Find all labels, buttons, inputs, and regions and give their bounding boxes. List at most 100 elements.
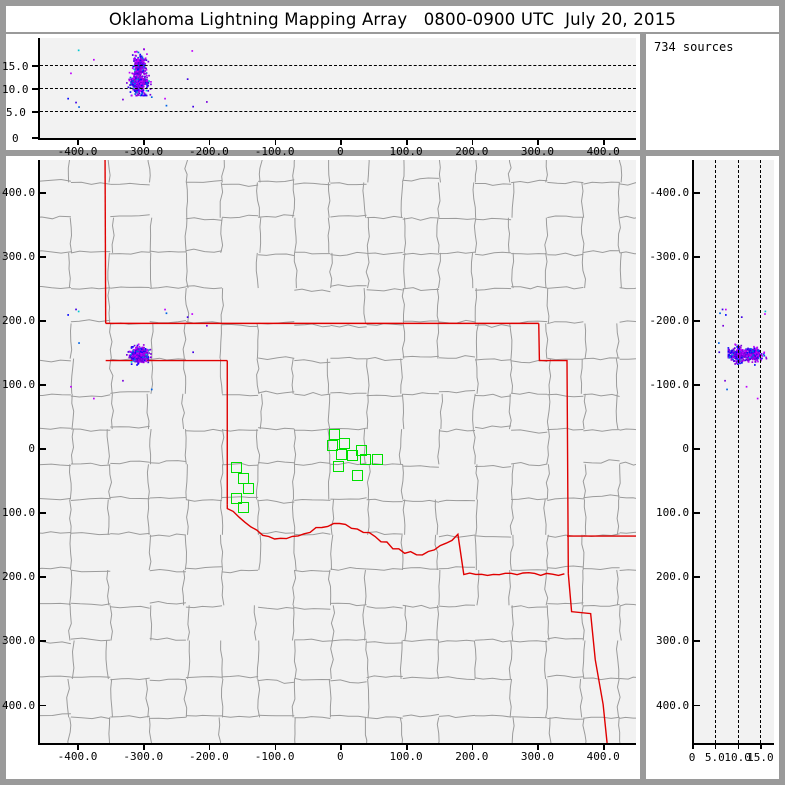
right-plot-area <box>692 160 774 743</box>
ticklabel--200.0: -200.0 <box>0 314 36 328</box>
ticklabel--100.0: -100.0 <box>649 378 690 392</box>
ticklabel--400.0: -400.0 <box>0 186 36 200</box>
lma-station-marker <box>336 449 348 461</box>
ytick-400.0 <box>693 704 700 707</box>
ticklabel--400.0: -400.0 <box>57 750 98 763</box>
right-ticklabel-5.0: 5.0 <box>704 751 725 764</box>
lma-station-marker <box>326 439 338 451</box>
ticklabel-300.0: 300.0 <box>520 750 555 763</box>
map-y-axis <box>38 160 40 743</box>
right-y-axis <box>692 160 694 743</box>
ticklabel-200.0: 200.0 <box>455 145 489 158</box>
xtick-300.0 <box>537 138 539 145</box>
right-ticklabel-15.0: 15.0 <box>747 751 774 764</box>
ticklabel-0: 0 <box>336 145 344 158</box>
ytick-200.0 <box>39 576 46 578</box>
lma-station-marker <box>230 462 242 474</box>
top-ytick-label-15: 15.0 <box>2 60 29 73</box>
lma-station-marker <box>230 492 242 504</box>
right-grid-5 <box>714 160 716 743</box>
right-xtick-10.0 <box>737 743 740 749</box>
ytick-400.0 <box>39 704 46 707</box>
ticklabel--400.0: -400.0 <box>649 186 690 200</box>
top-ytick-0 <box>32 137 39 139</box>
top-grid-5 <box>40 111 636 112</box>
top-x-axis <box>38 138 636 140</box>
right-ticklabel-10.0: 10.0 <box>724 751 751 764</box>
ticklabel-400.0: 400.0 <box>656 698 690 712</box>
right-grid-15 <box>760 160 762 743</box>
xtick--300.0 <box>143 138 145 145</box>
xtick-400.0 <box>603 138 605 145</box>
right-source-scatter <box>718 308 768 400</box>
source-count-label: 734 sources <box>654 40 734 54</box>
ticklabel--300.0: -300.0 <box>123 750 164 763</box>
xtick-200.0 <box>471 138 474 145</box>
xtick--400.0 <box>77 138 79 145</box>
xtick-200.0 <box>471 743 474 750</box>
xtick-0 <box>340 138 342 145</box>
xtick--100.0 <box>274 743 277 750</box>
top-ytick-label-0: 0 <box>12 132 19 145</box>
ytick-300.0 <box>39 640 46 642</box>
lma-station-marker <box>346 450 358 462</box>
ticklabel--300.0: -300.0 <box>649 250 690 264</box>
ytick--300.0 <box>39 256 46 258</box>
ytick--100.0 <box>39 384 46 386</box>
ticklabel-300.0: 300.0 <box>656 634 690 648</box>
ytick-0 <box>39 448 46 450</box>
altitude-vs-east-west-panel: 0 5.0 10.0 15.0 -400.0 -300.0 -200.0 -100.0… <box>2 34 640 158</box>
ticklabel-100.0: 100.0 <box>2 506 36 520</box>
ticklabel-200.0: 200.0 <box>2 570 36 584</box>
lma-station-marker <box>339 438 351 450</box>
source-count-panel: 734 sources <box>646 34 779 150</box>
xtick-300.0 <box>537 743 539 750</box>
xtick-100.0 <box>406 743 408 750</box>
xtick--400.0 <box>77 743 79 750</box>
ticklabel-400.0: 400.0 <box>2 698 36 712</box>
ytick-100.0 <box>693 512 700 514</box>
ytick-200.0 <box>693 576 700 578</box>
ticklabel-0: 0 <box>28 442 36 456</box>
ticklabel-300.0: 300.0 <box>520 145 555 158</box>
ticklabel--100.0: -100.0 <box>254 145 295 158</box>
top-grid-10 <box>40 88 636 89</box>
right-x-axis <box>692 743 774 745</box>
lma-station-marker <box>351 469 363 481</box>
ytick--300.0 <box>693 256 700 258</box>
ticklabel--200.0: -200.0 <box>189 750 229 763</box>
right-xtick-5.0 <box>714 743 717 749</box>
ytick--400.0 <box>693 192 700 194</box>
xtick-400.0 <box>603 743 605 750</box>
map-plot-area <box>38 160 636 743</box>
ticklabel-400.0: 400.0 <box>586 145 620 158</box>
top-ytick-label-10: 10.0 <box>2 83 29 96</box>
xtick--200.0 <box>208 743 211 750</box>
top-grid-15 <box>40 65 636 66</box>
top-ytick-label-5: 5.0 <box>6 106 26 119</box>
ticklabel-100.0: 100.0 <box>389 145 423 158</box>
ticklabel-0: 0 <box>682 442 690 456</box>
top-source-scatter <box>67 48 208 108</box>
lma-station-marker <box>359 454 371 466</box>
title-bar: Oklahoma Lightning Mapping Array 0800-09… <box>6 6 779 32</box>
ticklabel-400.0: 400.0 <box>586 750 620 763</box>
xtick--300.0 <box>143 743 145 750</box>
right-xtick-0 <box>692 743 694 749</box>
xtick--100.0 <box>274 138 277 145</box>
ticklabel--300.0: -300.0 <box>123 145 164 158</box>
ytick-300.0 <box>693 640 700 642</box>
ticklabel-100.0: 100.0 <box>389 750 423 763</box>
lma-station-marker <box>328 428 340 440</box>
ticklabel--100.0: -100.0 <box>254 750 295 763</box>
lma-station-marker <box>333 460 345 472</box>
lma-station-marker <box>242 482 254 494</box>
map-x-axis <box>38 743 636 745</box>
ytick-100.0 <box>39 512 46 514</box>
ytick-0 <box>693 448 700 450</box>
ytick--100.0 <box>693 384 700 386</box>
ticklabel--400.0: -400.0 <box>57 145 98 158</box>
ticklabel--100.0: -100.0 <box>0 378 36 392</box>
map-source-scatter <box>67 308 208 400</box>
